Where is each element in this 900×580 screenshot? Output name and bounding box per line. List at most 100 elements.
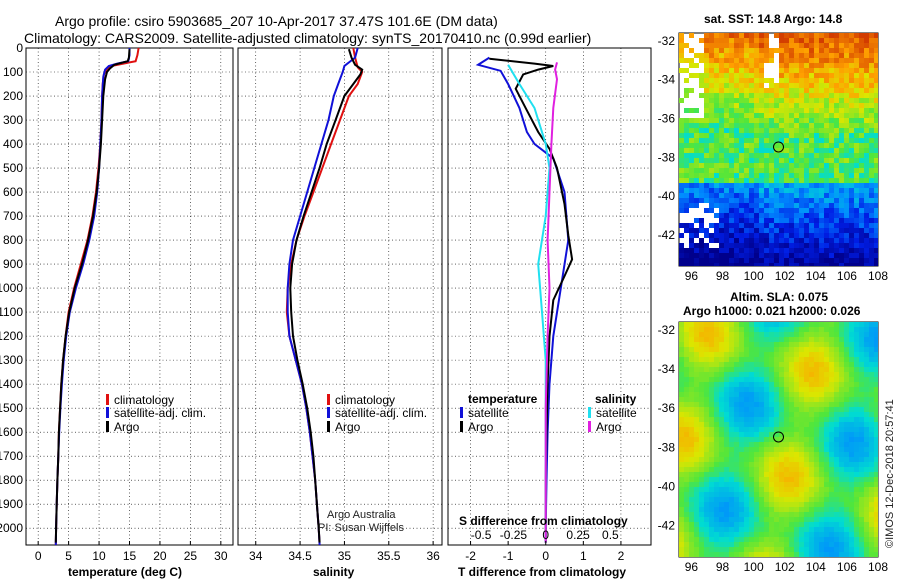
map-cell [834, 477, 839, 482]
map-cell [829, 472, 834, 477]
map-cell [769, 108, 774, 113]
map-cell [874, 48, 878, 53]
map-cell [749, 477, 754, 482]
map-cell [704, 472, 709, 477]
map-cell [859, 78, 864, 83]
map-cell [694, 467, 699, 472]
map-cell [809, 168, 814, 173]
map-cell [699, 377, 704, 382]
map-cell [834, 93, 839, 98]
map-cell [814, 512, 819, 517]
map-cell [849, 357, 854, 362]
map-cell [864, 427, 869, 432]
map-cell [829, 367, 834, 372]
map-cell [714, 502, 719, 507]
map-cell [849, 402, 854, 407]
map-cell [844, 238, 849, 243]
map-cell [824, 143, 829, 148]
map-cell [794, 402, 799, 407]
map-cell [734, 63, 739, 68]
title-line-2: Climatology: CARS2009. Satellite-adjuste… [24, 30, 591, 46]
map-cell [794, 502, 799, 507]
map-cell [714, 532, 719, 537]
map-cell [754, 118, 759, 123]
map-cell [809, 108, 814, 113]
map-cell [764, 208, 769, 213]
map-cell [859, 512, 864, 517]
map-cell [849, 407, 854, 412]
map-cell [769, 467, 774, 472]
map-cell [779, 467, 784, 472]
map-cell [719, 243, 724, 248]
map-cell [709, 552, 714, 557]
map-cell [799, 243, 804, 248]
map-cell [834, 382, 839, 387]
map-cell [699, 243, 704, 248]
map-cell [844, 158, 849, 163]
map-cell [789, 263, 794, 266]
map-cell [859, 108, 864, 113]
map-cell [699, 427, 704, 432]
map-cell [789, 198, 794, 203]
map-cell [809, 78, 814, 83]
map-cell [799, 203, 804, 208]
map-cell [859, 452, 864, 457]
map-cell [834, 198, 839, 203]
map-cell [779, 193, 784, 198]
map-cell [859, 128, 864, 133]
map-cell [874, 213, 878, 218]
map-cell [749, 507, 754, 512]
map-cell [834, 63, 839, 68]
map-cell [819, 482, 824, 487]
map-cell [724, 33, 729, 38]
map-cell [684, 367, 689, 372]
map-cell [834, 352, 839, 357]
map-cell [784, 73, 789, 78]
map-cell [739, 402, 744, 407]
map-cell [824, 432, 829, 437]
map-cell [864, 163, 869, 168]
map-cell [679, 58, 684, 63]
map-cell [734, 337, 739, 342]
map-cell [784, 138, 789, 143]
map-cell [784, 452, 789, 457]
map-x-tick-label: 106 [837, 269, 857, 283]
map-cell [739, 228, 744, 233]
map-cell [709, 367, 714, 372]
map-cell [744, 507, 749, 512]
map-cell [809, 407, 814, 412]
map-cell [739, 492, 744, 497]
map-cell [839, 457, 844, 462]
map-cell [709, 158, 714, 163]
map-cell [759, 223, 764, 228]
legend-swatch-argo [106, 421, 109, 432]
map-cell [724, 213, 729, 218]
map-cell [804, 238, 809, 243]
map-cell [784, 517, 789, 522]
map-cell [689, 188, 694, 193]
map-cell [824, 482, 829, 487]
legend-label-climatology: climatology [114, 393, 174, 407]
map-cell [854, 332, 859, 337]
map-cell [684, 128, 689, 133]
map-cell [779, 542, 784, 547]
map-cell [694, 108, 699, 113]
map-cell [859, 347, 864, 352]
map-cell [684, 417, 689, 422]
map-cell [719, 342, 724, 347]
map-cell [754, 492, 759, 497]
map-cell [734, 258, 739, 263]
map-cell [724, 143, 729, 148]
map-cell [764, 422, 769, 427]
map-cell [699, 342, 704, 347]
map-cell [704, 53, 709, 58]
map-cell [779, 38, 784, 43]
map-cell [684, 517, 689, 522]
map-cell [684, 412, 689, 417]
temperature-grid [26, 47, 233, 545]
map-cell [679, 552, 684, 557]
map-cell [839, 218, 844, 223]
map-cell [709, 178, 714, 183]
map-cell [869, 552, 874, 557]
map-cell [819, 362, 824, 367]
